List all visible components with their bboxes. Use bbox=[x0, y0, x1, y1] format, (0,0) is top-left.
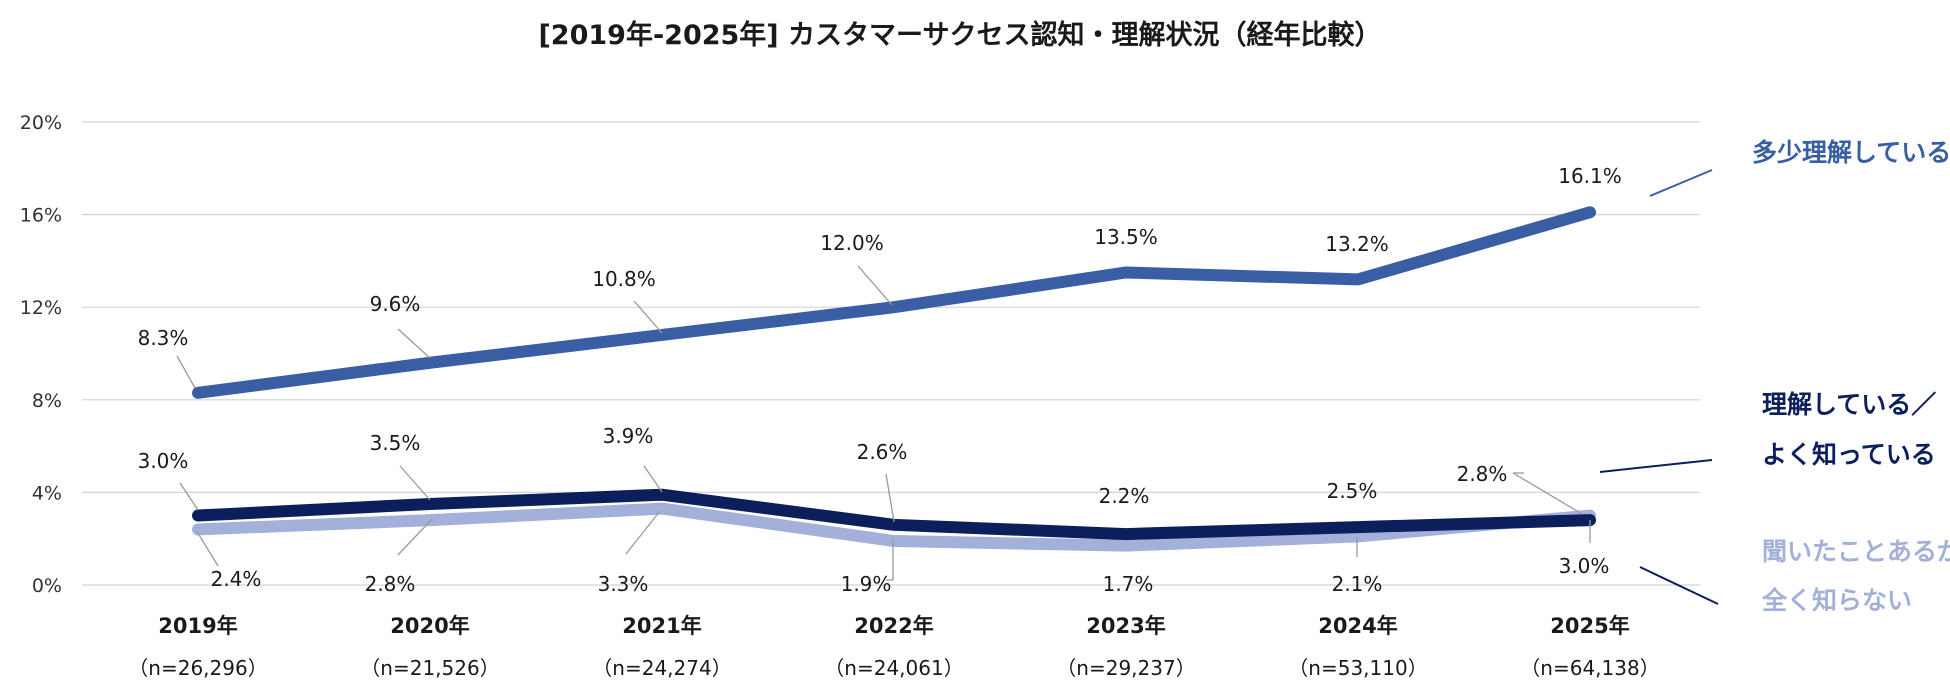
y-tick-label: 12% bbox=[20, 297, 62, 319]
x-tick-sample-size: （n=29,237） bbox=[1056, 656, 1195, 680]
leader-line bbox=[397, 518, 433, 556]
x-tick-sample-size: （n=53,110） bbox=[1288, 656, 1427, 680]
x-tick-sample-size: （n=21,526） bbox=[360, 656, 499, 680]
leader-line bbox=[399, 465, 431, 501]
y-tick-label: 20% bbox=[20, 112, 62, 134]
leader-line bbox=[625, 510, 661, 555]
grid-layer bbox=[82, 121, 1700, 586]
data-label: 2.1% bbox=[1332, 572, 1383, 596]
x-tick-label: 2024年 bbox=[1318, 614, 1397, 638]
x-tick-sample-size: （n=24,061） bbox=[824, 656, 963, 680]
y-tick-label: 8% bbox=[32, 390, 62, 412]
legend-connector bbox=[1649, 169, 1713, 197]
data-label: 1.9% bbox=[841, 572, 892, 596]
leader-line bbox=[397, 328, 431, 359]
data-label: 2.2% bbox=[1099, 484, 1150, 508]
leader-line bbox=[176, 355, 196, 389]
data-label: 2.4% bbox=[211, 567, 262, 591]
leader-line bbox=[1512, 472, 1583, 515]
leader-line bbox=[179, 482, 199, 511]
legend-label-series-1: 多少理解している bbox=[1752, 138, 1950, 167]
data-label: 3.5% bbox=[370, 431, 421, 455]
x-tick-label: 2022年 bbox=[854, 614, 933, 638]
x-tick-sample-size: （n=26,296） bbox=[128, 656, 267, 680]
data-label: 3.0% bbox=[138, 449, 189, 473]
series-layer bbox=[192, 206, 1596, 552]
data-label: 9.6% bbox=[370, 292, 421, 316]
x-axis: 2019年 （n=26,296） 2020年 （n=21,526） 2021年 （n=24… bbox=[128, 614, 1659, 680]
legend-connector bbox=[1639, 566, 1719, 605]
data-label: 12.0% bbox=[820, 231, 884, 255]
leader-line bbox=[195, 529, 219, 567]
data-label: 10.8% bbox=[592, 267, 656, 291]
legend-connector bbox=[1599, 459, 1713, 473]
leader-line bbox=[857, 265, 893, 306]
x-tick-sample-size: （n=24,274） bbox=[592, 656, 731, 680]
legend-label-series-2: 理解している／ bbox=[1762, 390, 1936, 419]
chart-title: [2019年-2025年] カスタマーサクセス認知・理解状況（経年比較） bbox=[538, 19, 1381, 51]
x-tick-sample-size: （n=64,138） bbox=[1520, 656, 1659, 680]
data-label: 2.8% bbox=[365, 572, 416, 596]
legend-label-series-2: よく知っている bbox=[1762, 440, 1936, 469]
leader-lines bbox=[176, 265, 1591, 581]
x-tick-label: 2025年 bbox=[1550, 614, 1629, 638]
leader-line bbox=[885, 473, 895, 523]
leader-line bbox=[643, 465, 663, 493]
legend-label-series-3: 聞いたことあるが bbox=[1762, 537, 1950, 566]
leader-line bbox=[633, 300, 663, 334]
y-tick-label: 0% bbox=[32, 575, 62, 597]
data-label: 2.5% bbox=[1327, 479, 1378, 503]
data-labels: 8.3% 9.6% 10.8% 12.0% 13.5% 13.2% 16.1% 3.0% 3.5… bbox=[138, 164, 1622, 596]
data-label: 3.0% bbox=[1559, 554, 1610, 578]
legend-label-series-3: 全く知らない bbox=[1761, 586, 1912, 615]
y-tick-label: 4% bbox=[32, 482, 62, 504]
data-label: 2.8% bbox=[1457, 462, 1508, 486]
data-label: 13.5% bbox=[1094, 225, 1158, 249]
data-label: 2.6% bbox=[857, 440, 908, 464]
data-label: 8.3% bbox=[138, 326, 189, 350]
data-label: 1.7% bbox=[1103, 572, 1154, 596]
series-line-2 bbox=[192, 488, 1596, 541]
data-label: 3.9% bbox=[603, 424, 654, 448]
data-label: 16.1% bbox=[1558, 164, 1622, 188]
x-tick-label: 2021年 bbox=[622, 614, 701, 638]
data-label: 3.3% bbox=[598, 572, 649, 596]
y-tick-label: 16% bbox=[20, 205, 62, 227]
x-tick-label: 2020年 bbox=[390, 614, 469, 638]
x-tick-label: 2023年 bbox=[1086, 614, 1165, 638]
y-axis: 0% 4% 8% 12% 16% 20% bbox=[20, 112, 62, 597]
data-label: 13.2% bbox=[1325, 232, 1389, 256]
x-tick-label: 2019年 bbox=[158, 614, 237, 638]
series-line-1 bbox=[192, 206, 1596, 399]
